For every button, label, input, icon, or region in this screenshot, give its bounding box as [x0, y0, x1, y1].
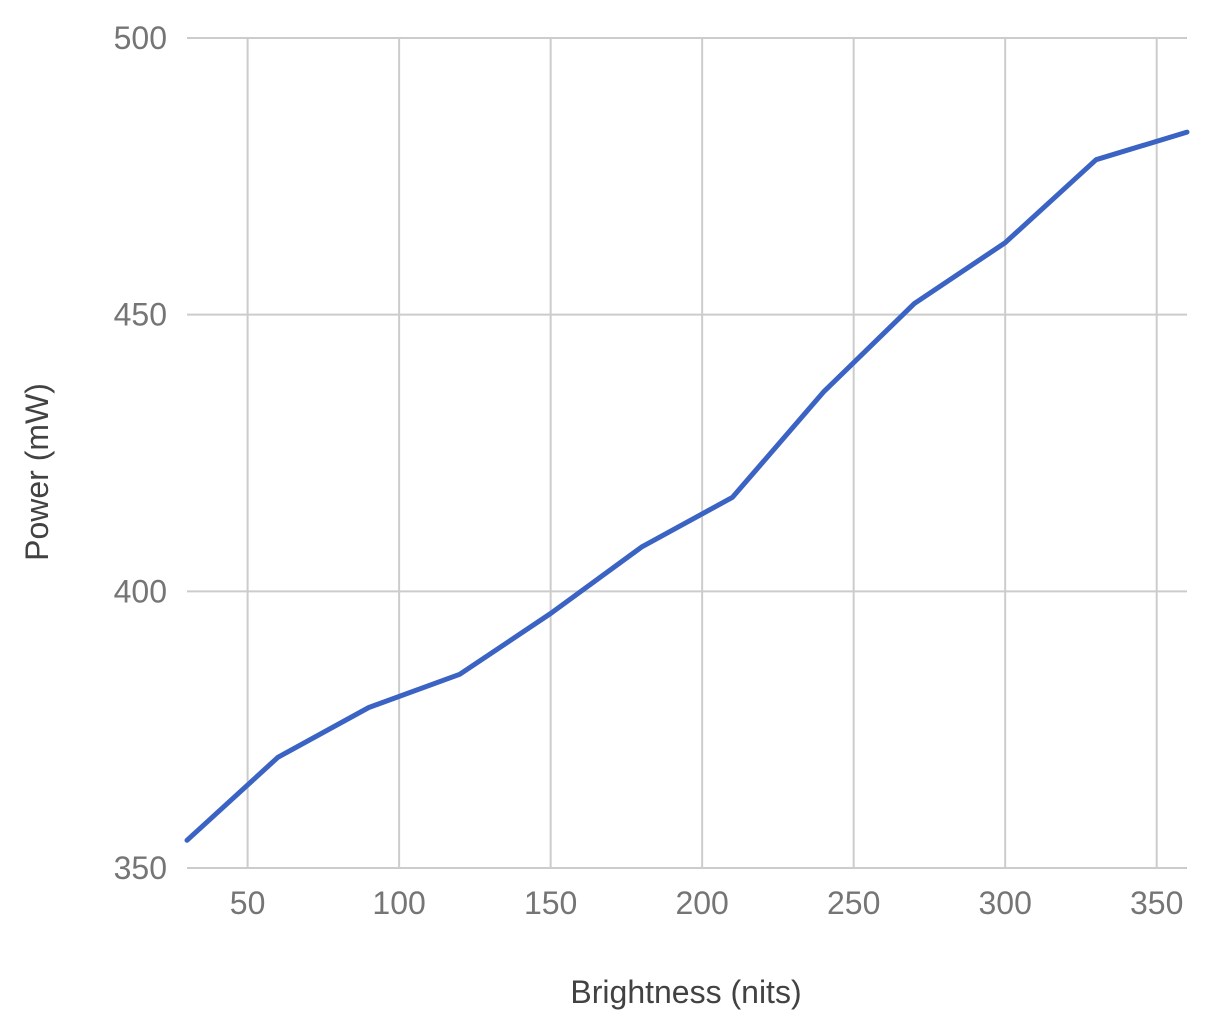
x-tick-label: 250: [827, 885, 880, 921]
y-tick-label: 400: [114, 573, 167, 609]
data-point: [1184, 129, 1190, 135]
x-tick-label: 200: [675, 885, 728, 921]
x-tick-label: 350: [1130, 885, 1183, 921]
x-axis-ticks: 50 100 150 200 250 300 350: [230, 885, 1184, 921]
x-tick-label: 50: [230, 885, 266, 921]
y-tick-label: 500: [114, 20, 167, 56]
power-series-line: [184, 129, 1190, 843]
x-tick-label: 300: [978, 885, 1031, 921]
data-point: [184, 837, 190, 843]
data-point: [366, 705, 372, 711]
data-point: [820, 389, 826, 395]
y-tick-label: 350: [114, 850, 167, 886]
data-point: [639, 544, 645, 550]
x-tick-label: 150: [524, 885, 577, 921]
data-point: [1093, 157, 1099, 163]
x-tick-label: 100: [372, 885, 425, 921]
y-axis-title: Power (mW): [19, 383, 55, 561]
data-point: [729, 494, 735, 500]
data-point: [1002, 240, 1008, 246]
y-tick-label: 450: [114, 297, 167, 333]
grid: [187, 37, 1187, 869]
x-axis-title: Brightness (nits): [570, 974, 801, 1010]
y-axis-ticks: 350 400 450 500: [114, 20, 167, 886]
data-point: [548, 610, 554, 616]
series-layer: [184, 129, 1190, 843]
data-point: [911, 301, 917, 307]
data-point: [457, 671, 463, 677]
data-point: [275, 754, 281, 760]
